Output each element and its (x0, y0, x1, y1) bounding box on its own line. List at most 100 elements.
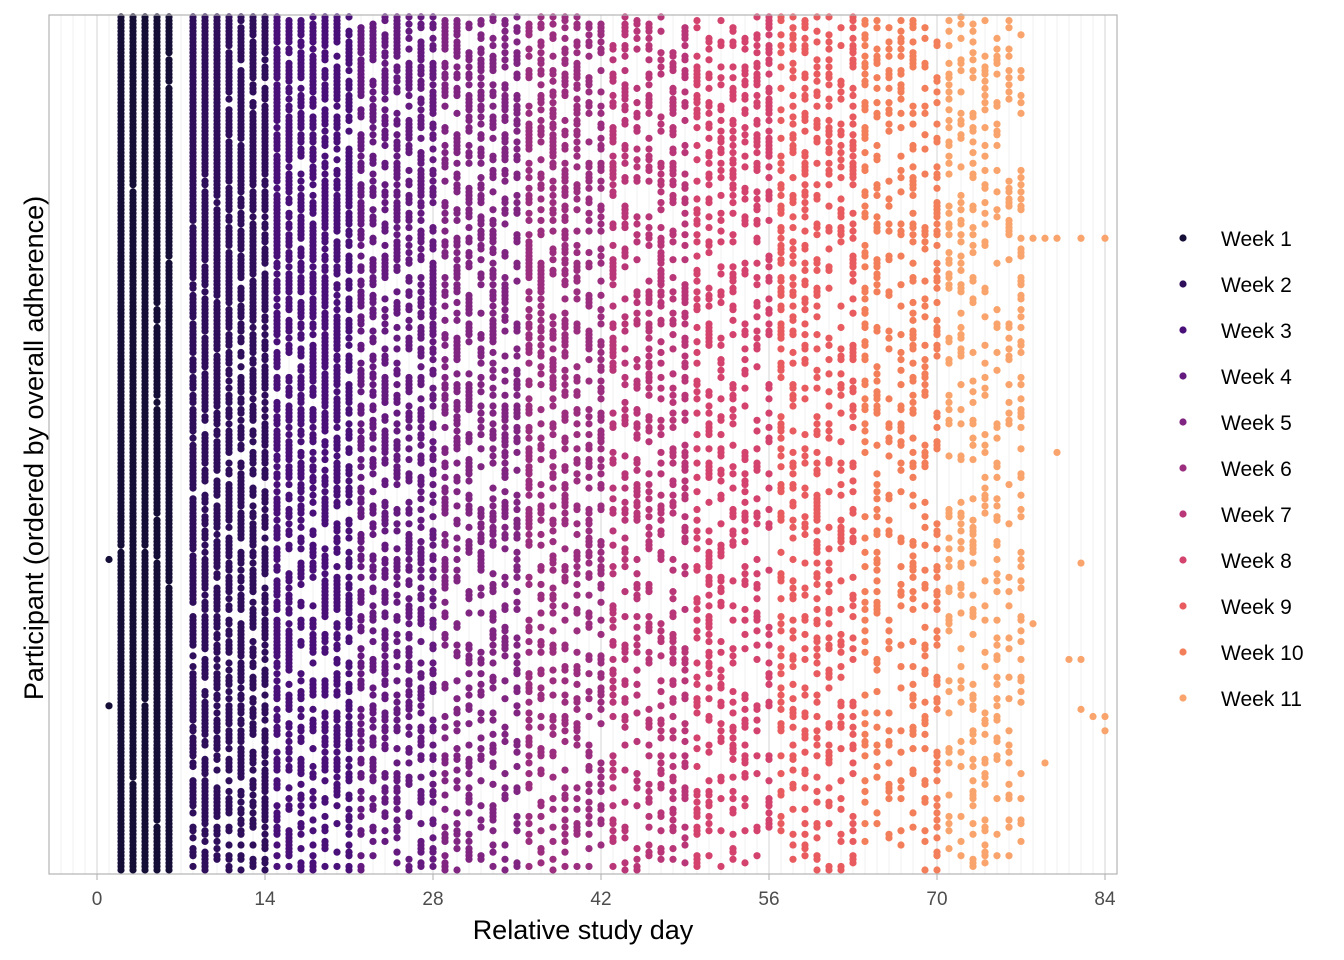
data-point (453, 427, 461, 435)
data-point (297, 430, 305, 439)
data-point (381, 573, 389, 581)
data-point (417, 538, 425, 546)
data-point (357, 463, 365, 471)
data-point (345, 66, 353, 75)
data-point (297, 844, 305, 853)
data-point (237, 652, 245, 660)
data-point (309, 787, 317, 796)
data-point (297, 473, 305, 482)
data-point (381, 480, 389, 489)
data-point (441, 302, 449, 310)
data-point (405, 423, 413, 432)
data-point (465, 495, 473, 503)
data-point (405, 259, 413, 267)
data-point (477, 95, 485, 103)
data-point (369, 56, 377, 64)
data-point (189, 862, 197, 871)
data-point (477, 352, 485, 360)
data-point (249, 652, 257, 660)
data-point (273, 177, 281, 185)
data-point (393, 727, 401, 735)
data-point (321, 520, 329, 528)
data-point (417, 363, 425, 371)
data-point (369, 602, 377, 610)
data-point (465, 770, 473, 778)
data-point (369, 356, 377, 364)
data-point (405, 548, 413, 556)
data-point (405, 855, 413, 863)
data-point (213, 648, 221, 656)
data-point (345, 334, 353, 342)
data-point (417, 495, 425, 503)
data-point (333, 634, 341, 642)
data-point (465, 609, 473, 617)
data-point (189, 809, 197, 817)
data-point (297, 670, 305, 678)
data-point (249, 502, 257, 510)
data-point (417, 459, 425, 467)
data-point (225, 630, 233, 639)
data-point (261, 823, 269, 831)
data-point (357, 745, 365, 753)
data-point (465, 595, 473, 603)
data-point (477, 184, 485, 192)
data-point (273, 263, 281, 271)
data-point (225, 855, 233, 863)
data-point (189, 752, 197, 760)
data-point (441, 291, 449, 299)
data-point (213, 345, 221, 353)
data-point (309, 802, 317, 810)
data-point (261, 223, 269, 232)
data-point (321, 427, 329, 435)
data-point (441, 91, 449, 100)
data-point (393, 759, 401, 767)
data-point (153, 391, 161, 399)
data-point (225, 595, 233, 603)
data-point (345, 31, 353, 39)
data-point (309, 466, 317, 474)
data-point (429, 338, 437, 346)
data-point (321, 402, 329, 410)
data-point (369, 488, 377, 496)
data-point (297, 206, 305, 214)
data-point (201, 520, 209, 528)
data-point (213, 402, 221, 410)
data-point (345, 306, 353, 314)
data-point (465, 74, 473, 82)
data-point (297, 352, 305, 360)
data-point (261, 306, 269, 314)
data-point (189, 284, 197, 292)
data-point (393, 256, 401, 264)
data-point (465, 370, 473, 378)
data-point (429, 445, 437, 453)
data-point (405, 595, 413, 603)
data-point (405, 402, 413, 410)
data-point (405, 20, 413, 28)
data-point (381, 273, 389, 282)
data-point (225, 323, 233, 332)
data-point (405, 316, 413, 324)
data-point (357, 302, 365, 310)
data-point (225, 566, 233, 574)
data-point (273, 677, 281, 685)
data-point (333, 381, 341, 389)
data-point (477, 174, 485, 182)
data-point (417, 202, 425, 210)
data-point (309, 602, 317, 610)
data-point (357, 730, 365, 738)
data-point (249, 712, 257, 721)
data-point (285, 327, 293, 335)
data-point (333, 102, 341, 110)
data-point (213, 702, 221, 710)
data-point (429, 384, 437, 392)
data-point (453, 309, 461, 317)
data-point (225, 659, 233, 667)
data-point (297, 288, 305, 296)
data-point (345, 670, 353, 678)
data-point (225, 552, 233, 560)
data-point (213, 812, 221, 821)
data-point (237, 363, 245, 371)
data-point (417, 313, 425, 321)
data-point (345, 284, 353, 292)
data-point (309, 377, 317, 385)
